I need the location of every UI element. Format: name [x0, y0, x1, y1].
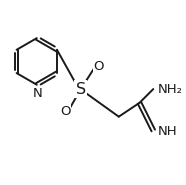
Text: S: S	[76, 82, 86, 97]
Text: N: N	[33, 87, 43, 100]
Text: O: O	[60, 105, 70, 118]
Text: NH₂: NH₂	[158, 83, 183, 95]
Text: NH: NH	[158, 125, 177, 138]
Text: O: O	[94, 60, 104, 73]
